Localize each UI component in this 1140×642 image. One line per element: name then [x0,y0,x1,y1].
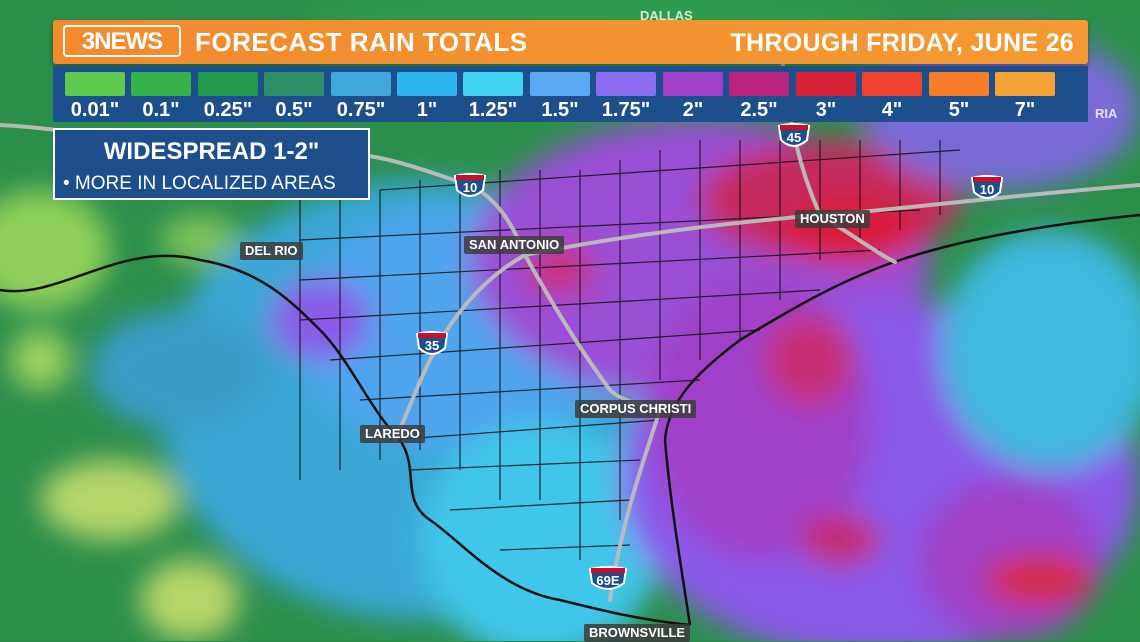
legend-item: 7" [995,72,1055,122]
interstate-shield-icon: 10 [453,172,487,202]
city-label-dallas: DALLAS [640,8,693,23]
legend-swatch [131,72,191,96]
header-banner: 3NEWS FORECAST RAIN TOTALS THROUGH FRIDA… [53,20,1088,64]
legend-label: 0.01" [70,99,120,121]
legend-label: 1" [416,99,438,121]
city-label-laredo: LAREDO [360,425,425,443]
legend-label: 5" [948,99,970,121]
legend-swatch [729,72,789,96]
legend-item: 5" [929,72,989,122]
legend-item: 0.01" [65,72,125,122]
legend-swatch [929,72,989,96]
interstate-number: 45 [786,130,802,145]
legend-item: 4" [862,72,922,122]
legend-swatch [596,72,656,96]
legend-item: 0.25" [198,72,258,122]
city-label-brownsville: BROWNSVILLE [584,624,691,642]
interstate-number: 10 [462,180,478,195]
interstate-number: 10 [979,182,995,197]
legend-label: 4" [881,99,903,121]
legend-swatch [530,72,590,96]
legend-item: 3" [796,72,856,122]
legend-label: 2" [682,99,704,121]
coastline [663,213,1140,626]
summary-detail: • MORE IN LOCALIZED AREAS [63,173,336,194]
interstate-number: 69E [596,573,620,588]
legend-label: 0.5" [275,99,313,121]
rainfall-legend: 0.01" 0.1" 0.25" 0.5" 0.75" 1" 1.25" 1.5… [53,66,1088,122]
legend-item: 1.75" [596,72,656,122]
legend-swatch [796,72,856,96]
legend-label: 0.25" [203,99,253,121]
summary-box: WIDESPREAD 1-2" • MORE IN LOCALIZED AREA… [53,128,370,200]
legend-label: 1.5" [541,99,579,121]
map-subtitle: THROUGH FRIDAY, JUNE 26 [730,29,1074,57]
interstate-shield-icon: 35 [415,330,449,360]
legend-swatch [463,72,523,96]
legend-swatch [331,72,391,96]
legend-item: 1.5" [530,72,590,122]
legend-label: 1.75" [601,99,651,121]
interstate-shield-icon: 45 [777,122,811,152]
legend-swatch [397,72,457,96]
legend-label: 7" [1014,99,1036,121]
city-label-victoria: RIA [1095,106,1118,121]
map-title: FORECAST RAIN TOTALS [195,27,528,57]
legend-label: 0.75" [336,99,386,121]
legend-item: 0.5" [264,72,324,122]
legend-item: 1" [397,72,457,122]
legend-item: 0.75" [331,72,391,122]
summary-headline: WIDESPREAD 1-2" [103,138,320,165]
city-label-houston: HOUSTON [795,210,870,228]
legend-swatch [995,72,1055,96]
legend-item: 2" [663,72,723,122]
legend-swatch [264,72,324,96]
legend-label: 3" [815,99,837,121]
legend-item: 0.1" [131,72,191,122]
interstate-shield-icon: 10 [970,174,1004,204]
city-label-del-rio: DEL RIO [240,242,303,260]
station-logo: 3NEWS [63,25,181,57]
legend-swatch [65,72,125,96]
city-label-corpus-christi: CORPUS CHRISTI [575,400,697,418]
city-label-san-antonio: SAN ANTONIO [464,236,565,254]
legend-label: 2.5" [740,99,778,121]
legend-swatch [663,72,723,96]
legend-label: 1.25" [468,99,518,121]
interstate-shield-icon: 69E [588,565,628,595]
legend-item: 1.25" [463,72,523,122]
legend-swatch [198,72,258,96]
legend-swatch [862,72,922,96]
legend-label: 0.1" [142,99,180,121]
interstate-number: 35 [424,338,440,353]
legend-item: 2.5" [729,72,789,122]
